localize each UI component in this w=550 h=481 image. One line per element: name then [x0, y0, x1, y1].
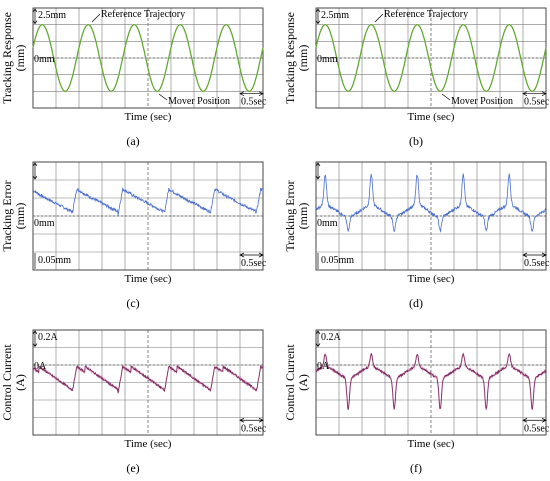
scale-label: 0.05mm [38, 255, 71, 266]
time-scale-label: 0.5sec [241, 258, 267, 269]
y-axis-label-line: Tracking Response [0, 12, 14, 104]
scale-arrow [315, 8, 321, 25]
time-scale-label: 0.5sec [524, 423, 550, 434]
time-scale-label: 0.5sec [241, 423, 267, 434]
reference-trajectory-label: Reference Trajectory [384, 9, 468, 20]
mover-pointer [158, 93, 168, 101]
zero-label: 0A [34, 361, 47, 372]
panel-e: 0.2A 0A 0.5sec Control Current(A) Time (sec)… [0, 329, 267, 475]
panel-a: 2.5mm 0mm 0.5sec Reference Trajectory Mover … [0, 7, 267, 148]
scale-arrow [315, 162, 321, 180]
y-axis-label-line: (mm) [13, 203, 27, 230]
time-scale-arrow [239, 91, 264, 96]
time-scale-label: 0.5sec [241, 97, 267, 108]
y-axis-label-line: Control Current [283, 344, 297, 421]
series-trace [315, 173, 547, 233]
mover-position-label: Mover Position [168, 96, 230, 107]
plot-frame [32, 329, 264, 436]
y-axis-label-line: Tracking Response [283, 12, 297, 104]
y-axis-label-line: (mm) [13, 45, 27, 72]
zero-label: 0mm [34, 54, 55, 65]
x-axis-label: Time (sec) [408, 111, 455, 123]
scale-label: 2.5mm [38, 10, 66, 21]
panel-c: 0.05mm 0mm 0.5sec Tracking Error(mm) Time (s… [0, 161, 267, 310]
scale-arrow [32, 162, 38, 180]
scale-label: 0.2A [38, 332, 59, 343]
series-trace [32, 187, 264, 216]
panel-b: 2.5mm 0mm 0.5sec Reference Trajectory Mover … [283, 7, 550, 148]
y-axis-label-line: Tracking Error [0, 180, 14, 251]
y-axis-label-line: Control Current [0, 344, 14, 421]
y-axis-label: Control Current(A) [283, 344, 310, 421]
y-axis-label: Tracking Response(mm) [283, 12, 310, 104]
scale-arrow [32, 330, 38, 348]
panel-label: (e) [126, 461, 139, 475]
y-axis-label: Tracking Response(mm) [0, 12, 27, 104]
zero-label: 0mm [34, 218, 55, 229]
series-mover [315, 24, 547, 92]
time-scale-arrow [522, 252, 547, 258]
time-scale-label: 0.5sec [524, 258, 550, 269]
y-axis-label-line: Tracking Error [283, 180, 297, 251]
x-axis-label: Time (sec) [125, 111, 172, 123]
series-mover [32, 24, 264, 92]
panel-d: 0.05mm 0mm 0.5sec Tracking Error(mm) Time (s… [283, 161, 550, 310]
y-axis-label-line: (mm) [296, 203, 310, 230]
reference-pointer [374, 13, 384, 23]
scale-arrow [32, 8, 38, 25]
scale-label: 2.5mm [321, 10, 349, 21]
x-axis-label: Time (sec) [408, 273, 455, 285]
panel-label: (a) [126, 134, 139, 148]
y-axis-label: Control Current(A) [0, 344, 27, 421]
panel-f: 0.2A 0A 0.5sec Control Current(A) Time (sec)… [283, 329, 550, 475]
scale-label: 0.05mm [321, 255, 354, 266]
y-axis-label-line: (A) [296, 374, 310, 391]
reference-pointer [91, 13, 101, 23]
series-trace [315, 352, 547, 410]
x-axis-label: Time (sec) [125, 273, 172, 285]
panel-label: (f) [410, 461, 422, 475]
time-scale-arrow [522, 91, 547, 96]
mover-position-label: Mover Position [451, 96, 513, 107]
zero-label: 0mm [317, 218, 338, 229]
panel-label: (d) [409, 296, 423, 310]
x-axis-label: Time (sec) [408, 438, 455, 450]
plot-frame [315, 329, 547, 436]
y-axis-label-line: (mm) [296, 45, 310, 72]
series-trace [32, 364, 264, 393]
mover-pointer [441, 93, 451, 101]
time-scale-label: 0.5sec [524, 97, 550, 108]
time-scale-arrow [239, 252, 264, 258]
scale-arrow [315, 330, 321, 348]
time-scale-arrow [522, 417, 547, 423]
time-scale-arrow [239, 417, 264, 423]
scale-label: 0.2A [321, 332, 342, 343]
zero-label: 0mm [317, 54, 338, 65]
y-axis-label: Tracking Error(mm) [0, 180, 27, 251]
y-axis-label-line: (A) [13, 374, 27, 391]
panel-label: (c) [126, 296, 139, 310]
reference-trajectory-label: Reference Trajectory [101, 9, 185, 20]
x-axis-label: Time (sec) [125, 438, 172, 450]
y-axis-label: Tracking Error(mm) [283, 180, 310, 251]
panel-label: (b) [409, 134, 423, 148]
zero-label: 0A [317, 361, 330, 372]
